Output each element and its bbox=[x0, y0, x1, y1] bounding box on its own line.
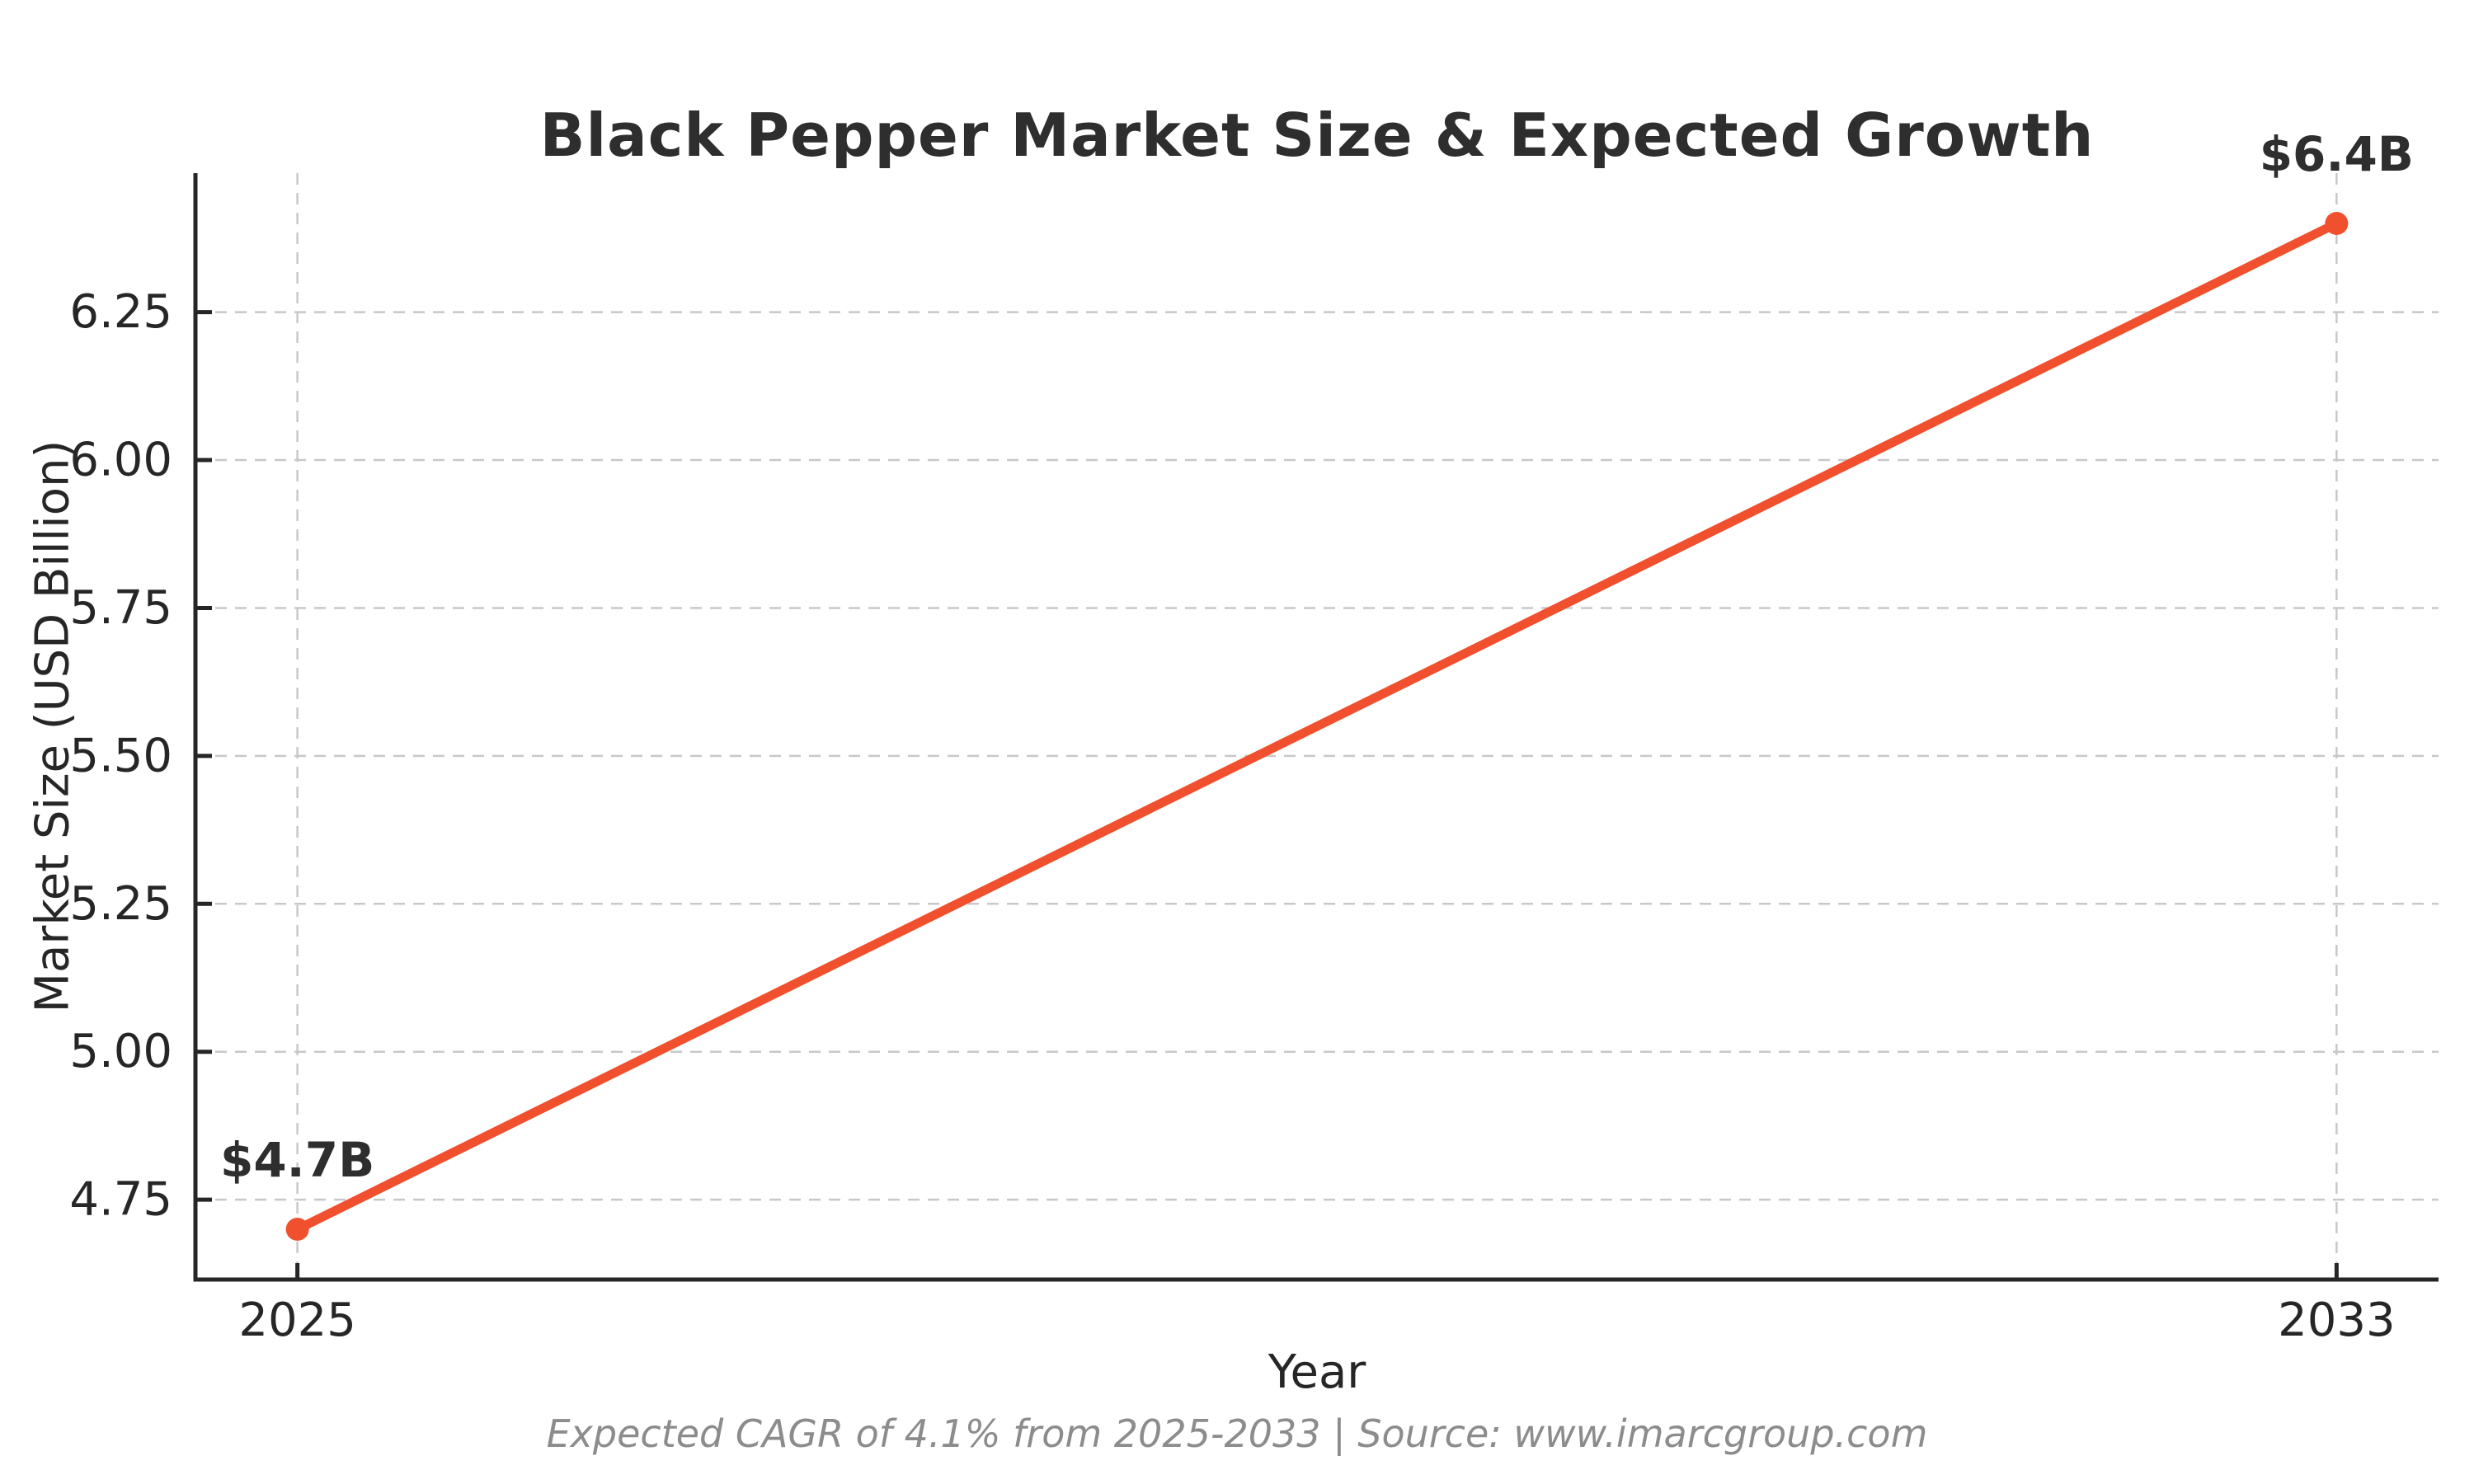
y-tick-label: 5.50 bbox=[69, 729, 172, 782]
y-tick-label: 6.00 bbox=[69, 434, 172, 487]
x-tick-label: 2025 bbox=[238, 1294, 356, 1347]
point-annotation: $6.4B bbox=[2260, 126, 2414, 182]
x-axis-label: Year bbox=[1268, 1345, 1366, 1399]
data-point-marker bbox=[285, 1218, 309, 1241]
y-tick-label: 5.25 bbox=[69, 877, 172, 931]
x-tick-label: 2033 bbox=[2278, 1294, 2396, 1347]
y-tick-label: 4.75 bbox=[69, 1173, 172, 1227]
y-tick-label: 5.00 bbox=[69, 1025, 172, 1078]
y-tick-label: 6.25 bbox=[69, 285, 172, 339]
y-tick-label: 5.75 bbox=[69, 581, 172, 635]
series-line bbox=[293, 218, 2341, 1234]
footer-caption: Expected CAGR of 4.1% from 2025-2033 | S… bbox=[546, 1411, 1928, 1456]
point-annotation: $4.7B bbox=[220, 1132, 374, 1188]
data-point-marker bbox=[2325, 212, 2349, 235]
chart-title: Black Pepper Market Size & Expected Grow… bbox=[539, 101, 2095, 170]
